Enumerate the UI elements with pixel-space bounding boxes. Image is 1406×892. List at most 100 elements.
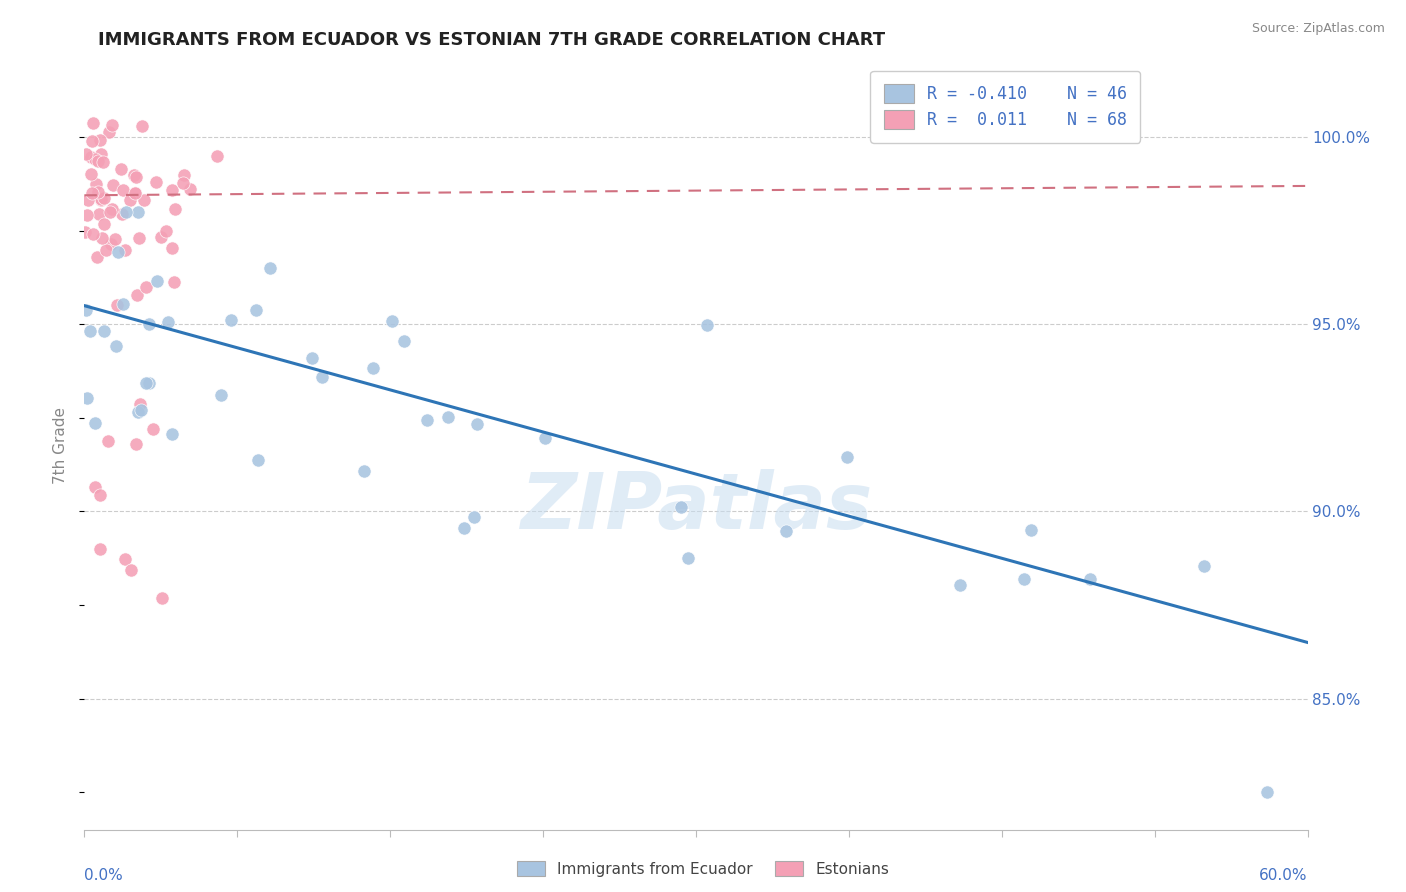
Point bbox=[125, 170, 148, 185]
Point bbox=[93, 324, 115, 338]
Point bbox=[150, 591, 173, 606]
Text: IMMIGRANTS FROM ECUADOR VS ESTONIAN 7TH GRADE CORRELATION CHART: IMMIGRANTS FROM ECUADOR VS ESTONIAN 7TH … bbox=[98, 31, 886, 49]
Point bbox=[160, 241, 183, 255]
Point bbox=[82, 227, 104, 241]
Point bbox=[83, 416, 105, 430]
Point bbox=[77, 193, 100, 207]
Point bbox=[90, 231, 112, 245]
Point bbox=[128, 231, 150, 245]
Point bbox=[82, 134, 104, 148]
Point bbox=[138, 376, 160, 391]
Point bbox=[75, 302, 97, 317]
Point bbox=[394, 334, 416, 349]
Point bbox=[127, 287, 149, 301]
Text: 60.0%: 60.0% bbox=[1260, 869, 1308, 883]
Point bbox=[219, 313, 242, 327]
Point bbox=[89, 488, 111, 502]
Point bbox=[209, 387, 232, 401]
Point bbox=[1012, 572, 1035, 586]
Text: 0.0%: 0.0% bbox=[84, 869, 124, 883]
Point bbox=[100, 202, 122, 217]
Point bbox=[129, 402, 152, 417]
Point bbox=[86, 185, 108, 199]
Point bbox=[145, 175, 167, 189]
Point bbox=[93, 218, 115, 232]
Point bbox=[157, 315, 180, 329]
Point bbox=[124, 186, 146, 201]
Point bbox=[353, 464, 375, 478]
Point bbox=[79, 324, 101, 338]
Point bbox=[114, 552, 136, 566]
Text: Source: ZipAtlas.com: Source: ZipAtlas.com bbox=[1251, 22, 1385, 36]
Point bbox=[80, 167, 103, 181]
Y-axis label: 7th Grade: 7th Grade bbox=[53, 408, 69, 484]
Point bbox=[179, 181, 201, 195]
Point bbox=[84, 152, 107, 166]
Point bbox=[172, 176, 194, 190]
Point bbox=[247, 453, 270, 467]
Point bbox=[437, 409, 460, 424]
Point bbox=[110, 162, 132, 177]
Point bbox=[1080, 573, 1102, 587]
Point bbox=[160, 426, 183, 441]
Point bbox=[173, 168, 195, 182]
Point bbox=[127, 404, 149, 418]
Point bbox=[671, 500, 693, 515]
Point bbox=[696, 318, 718, 332]
Point bbox=[76, 209, 98, 223]
Point bbox=[163, 275, 186, 289]
Point bbox=[533, 431, 555, 445]
Point bbox=[83, 480, 105, 494]
Point bbox=[97, 434, 120, 448]
Point bbox=[104, 339, 127, 353]
Point bbox=[82, 186, 104, 200]
Point bbox=[835, 450, 858, 464]
Point bbox=[1256, 785, 1278, 799]
Point bbox=[465, 417, 488, 431]
Point bbox=[311, 370, 333, 384]
Point bbox=[91, 155, 114, 169]
Point bbox=[138, 317, 160, 331]
Point bbox=[416, 413, 439, 427]
Text: ZIPatlas: ZIPatlas bbox=[520, 469, 872, 545]
Point bbox=[86, 153, 108, 168]
Point bbox=[89, 132, 111, 146]
Point bbox=[381, 314, 404, 328]
Point bbox=[98, 124, 121, 138]
Point bbox=[96, 243, 118, 257]
Point bbox=[135, 280, 157, 294]
Point bbox=[205, 149, 228, 163]
Point bbox=[131, 119, 153, 133]
Point bbox=[84, 178, 107, 192]
Point bbox=[129, 397, 152, 411]
Point bbox=[98, 205, 121, 219]
Point bbox=[463, 509, 485, 524]
Point bbox=[155, 224, 177, 238]
Point bbox=[120, 193, 142, 207]
Point bbox=[100, 237, 122, 252]
Point bbox=[101, 178, 124, 192]
Point bbox=[89, 207, 111, 221]
Point bbox=[82, 116, 104, 130]
Point bbox=[104, 232, 127, 246]
Legend: R = -0.410    N = 46, R =  0.011    N = 68: R = -0.410 N = 46, R = 0.011 N = 68 bbox=[870, 70, 1140, 143]
Point bbox=[361, 360, 384, 375]
Point bbox=[93, 191, 115, 205]
Point bbox=[120, 563, 142, 577]
Point bbox=[301, 351, 323, 366]
Point bbox=[125, 437, 148, 451]
Point bbox=[80, 150, 103, 164]
Point bbox=[90, 147, 112, 161]
Point bbox=[111, 183, 134, 197]
Point bbox=[127, 205, 149, 219]
Point bbox=[259, 261, 281, 276]
Point bbox=[107, 245, 129, 260]
Point bbox=[114, 243, 136, 257]
Point bbox=[135, 376, 157, 390]
Point bbox=[676, 551, 699, 566]
Point bbox=[89, 541, 111, 556]
Point bbox=[145, 274, 167, 288]
Legend: Immigrants from Ecuador, Estonians: Immigrants from Ecuador, Estonians bbox=[509, 853, 897, 884]
Point bbox=[1019, 523, 1042, 537]
Point bbox=[76, 391, 98, 405]
